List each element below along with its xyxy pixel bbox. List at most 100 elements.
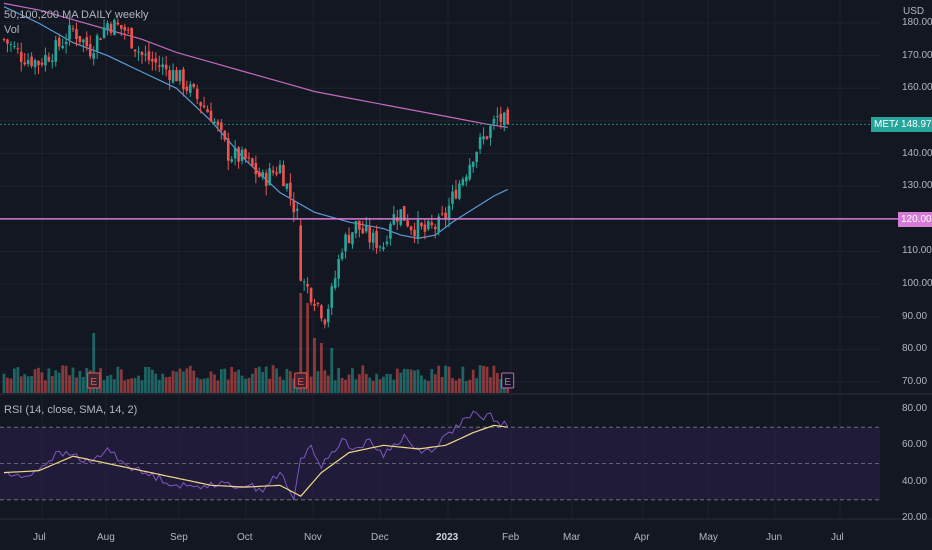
volume-bar — [206, 378, 209, 393]
candle-body — [451, 191, 454, 205]
candle-body — [306, 283, 309, 287]
volume-bar — [444, 365, 447, 393]
volume-bar — [416, 369, 420, 393]
volume-bar — [171, 370, 175, 393]
candle-body — [120, 25, 123, 29]
candle-body — [437, 216, 440, 233]
ma-legend[interactable]: 50,100,200 MA DAILY weekly — [4, 9, 149, 21]
candle-body — [216, 121, 220, 126]
volume-legend[interactable]: Vol — [4, 24, 20, 36]
candle-body — [137, 51, 140, 53]
candle-body — [471, 161, 475, 168]
candle-body — [44, 54, 47, 66]
candle-body — [6, 39, 9, 44]
currency-label: USD — [903, 6, 925, 17]
rsi-ma-line — [3, 424, 508, 497]
rsi-legend[interactable]: RSI (14, close, SMA, 14, 2) — [4, 404, 138, 416]
volume-bar — [337, 367, 341, 393]
price-tick: 160.00 — [902, 82, 932, 94]
volume-bar — [371, 380, 375, 393]
candle-body — [185, 86, 189, 91]
volume-bar — [102, 380, 106, 393]
candle-body — [61, 45, 64, 49]
candle-body — [475, 152, 478, 162]
volume-bar — [468, 379, 472, 393]
candle-body — [302, 281, 306, 283]
candle-body — [57, 37, 61, 47]
candle-body — [251, 158, 254, 166]
volume-bar — [161, 373, 165, 393]
volume-bar — [451, 377, 454, 393]
volume-bar — [6, 377, 9, 393]
volume-bar — [458, 378, 461, 393]
volume-bar — [199, 379, 203, 393]
candle-body — [123, 27, 127, 31]
ma-200-line — [3, 2, 508, 128]
candle-body — [206, 109, 209, 113]
candle-body — [316, 302, 320, 304]
candle-body — [416, 219, 420, 238]
candle-body — [202, 105, 206, 108]
volume-bar — [154, 373, 158, 393]
time-tick: Aug — [97, 532, 115, 543]
candle-body — [102, 27, 106, 38]
candle-body — [282, 164, 285, 187]
volume-bar — [340, 378, 344, 393]
candle-body — [444, 212, 447, 219]
candle-body — [458, 183, 461, 199]
time-tick: Sep — [170, 532, 188, 543]
volume-bar — [64, 365, 68, 393]
candle-body — [313, 303, 316, 306]
candle-body — [344, 234, 347, 252]
price-tick: 170.00 — [902, 49, 932, 61]
volume-bar — [150, 369, 154, 393]
symbol-tag: META — [871, 117, 905, 133]
time-tick: Nov — [304, 532, 322, 543]
candle-body — [358, 220, 361, 230]
rsi-tick: 80.00 — [902, 403, 928, 414]
volume-bar — [47, 368, 51, 393]
candle-body — [351, 232, 354, 245]
volume-bar — [133, 377, 137, 393]
volume-bar — [261, 372, 265, 393]
volume-bar — [23, 374, 27, 393]
volume-bar — [178, 368, 182, 393]
volume-bar — [482, 365, 485, 393]
candle-body — [465, 176, 468, 182]
candle-body — [9, 44, 13, 46]
time-tick: Jul — [33, 532, 46, 543]
volume-bar — [309, 376, 313, 393]
candle-body — [247, 157, 251, 159]
earnings-marker: E — [294, 372, 308, 389]
volume-bar — [357, 374, 361, 393]
candle-body — [264, 173, 268, 186]
hline-price-tag: 120.00 — [898, 211, 932, 227]
volume-bar — [347, 374, 351, 393]
volume-bar — [9, 378, 13, 393]
candle-body — [85, 37, 89, 47]
candle-body — [506, 109, 509, 125]
candle-body — [113, 19, 116, 36]
candle-body — [68, 25, 71, 40]
candle-body — [182, 69, 185, 90]
candle-body — [461, 179, 465, 186]
volume-bar — [399, 372, 403, 393]
volume-bar — [99, 368, 102, 393]
volume-bar — [233, 371, 237, 393]
volume-bar — [378, 379, 382, 393]
time-tick: Dec — [371, 532, 389, 543]
candle-body — [95, 35, 99, 51]
volume-bar — [26, 376, 30, 393]
candle-body — [423, 224, 427, 232]
time-tick: Jun — [766, 532, 783, 543]
candle-body — [254, 162, 258, 175]
candle-body — [130, 28, 133, 49]
candle-body — [2, 38, 6, 40]
volume-bar — [368, 377, 372, 393]
candle-body — [109, 24, 113, 33]
candle-body — [402, 206, 406, 221]
volume-bar — [50, 375, 54, 393]
volume-bar — [251, 373, 254, 393]
